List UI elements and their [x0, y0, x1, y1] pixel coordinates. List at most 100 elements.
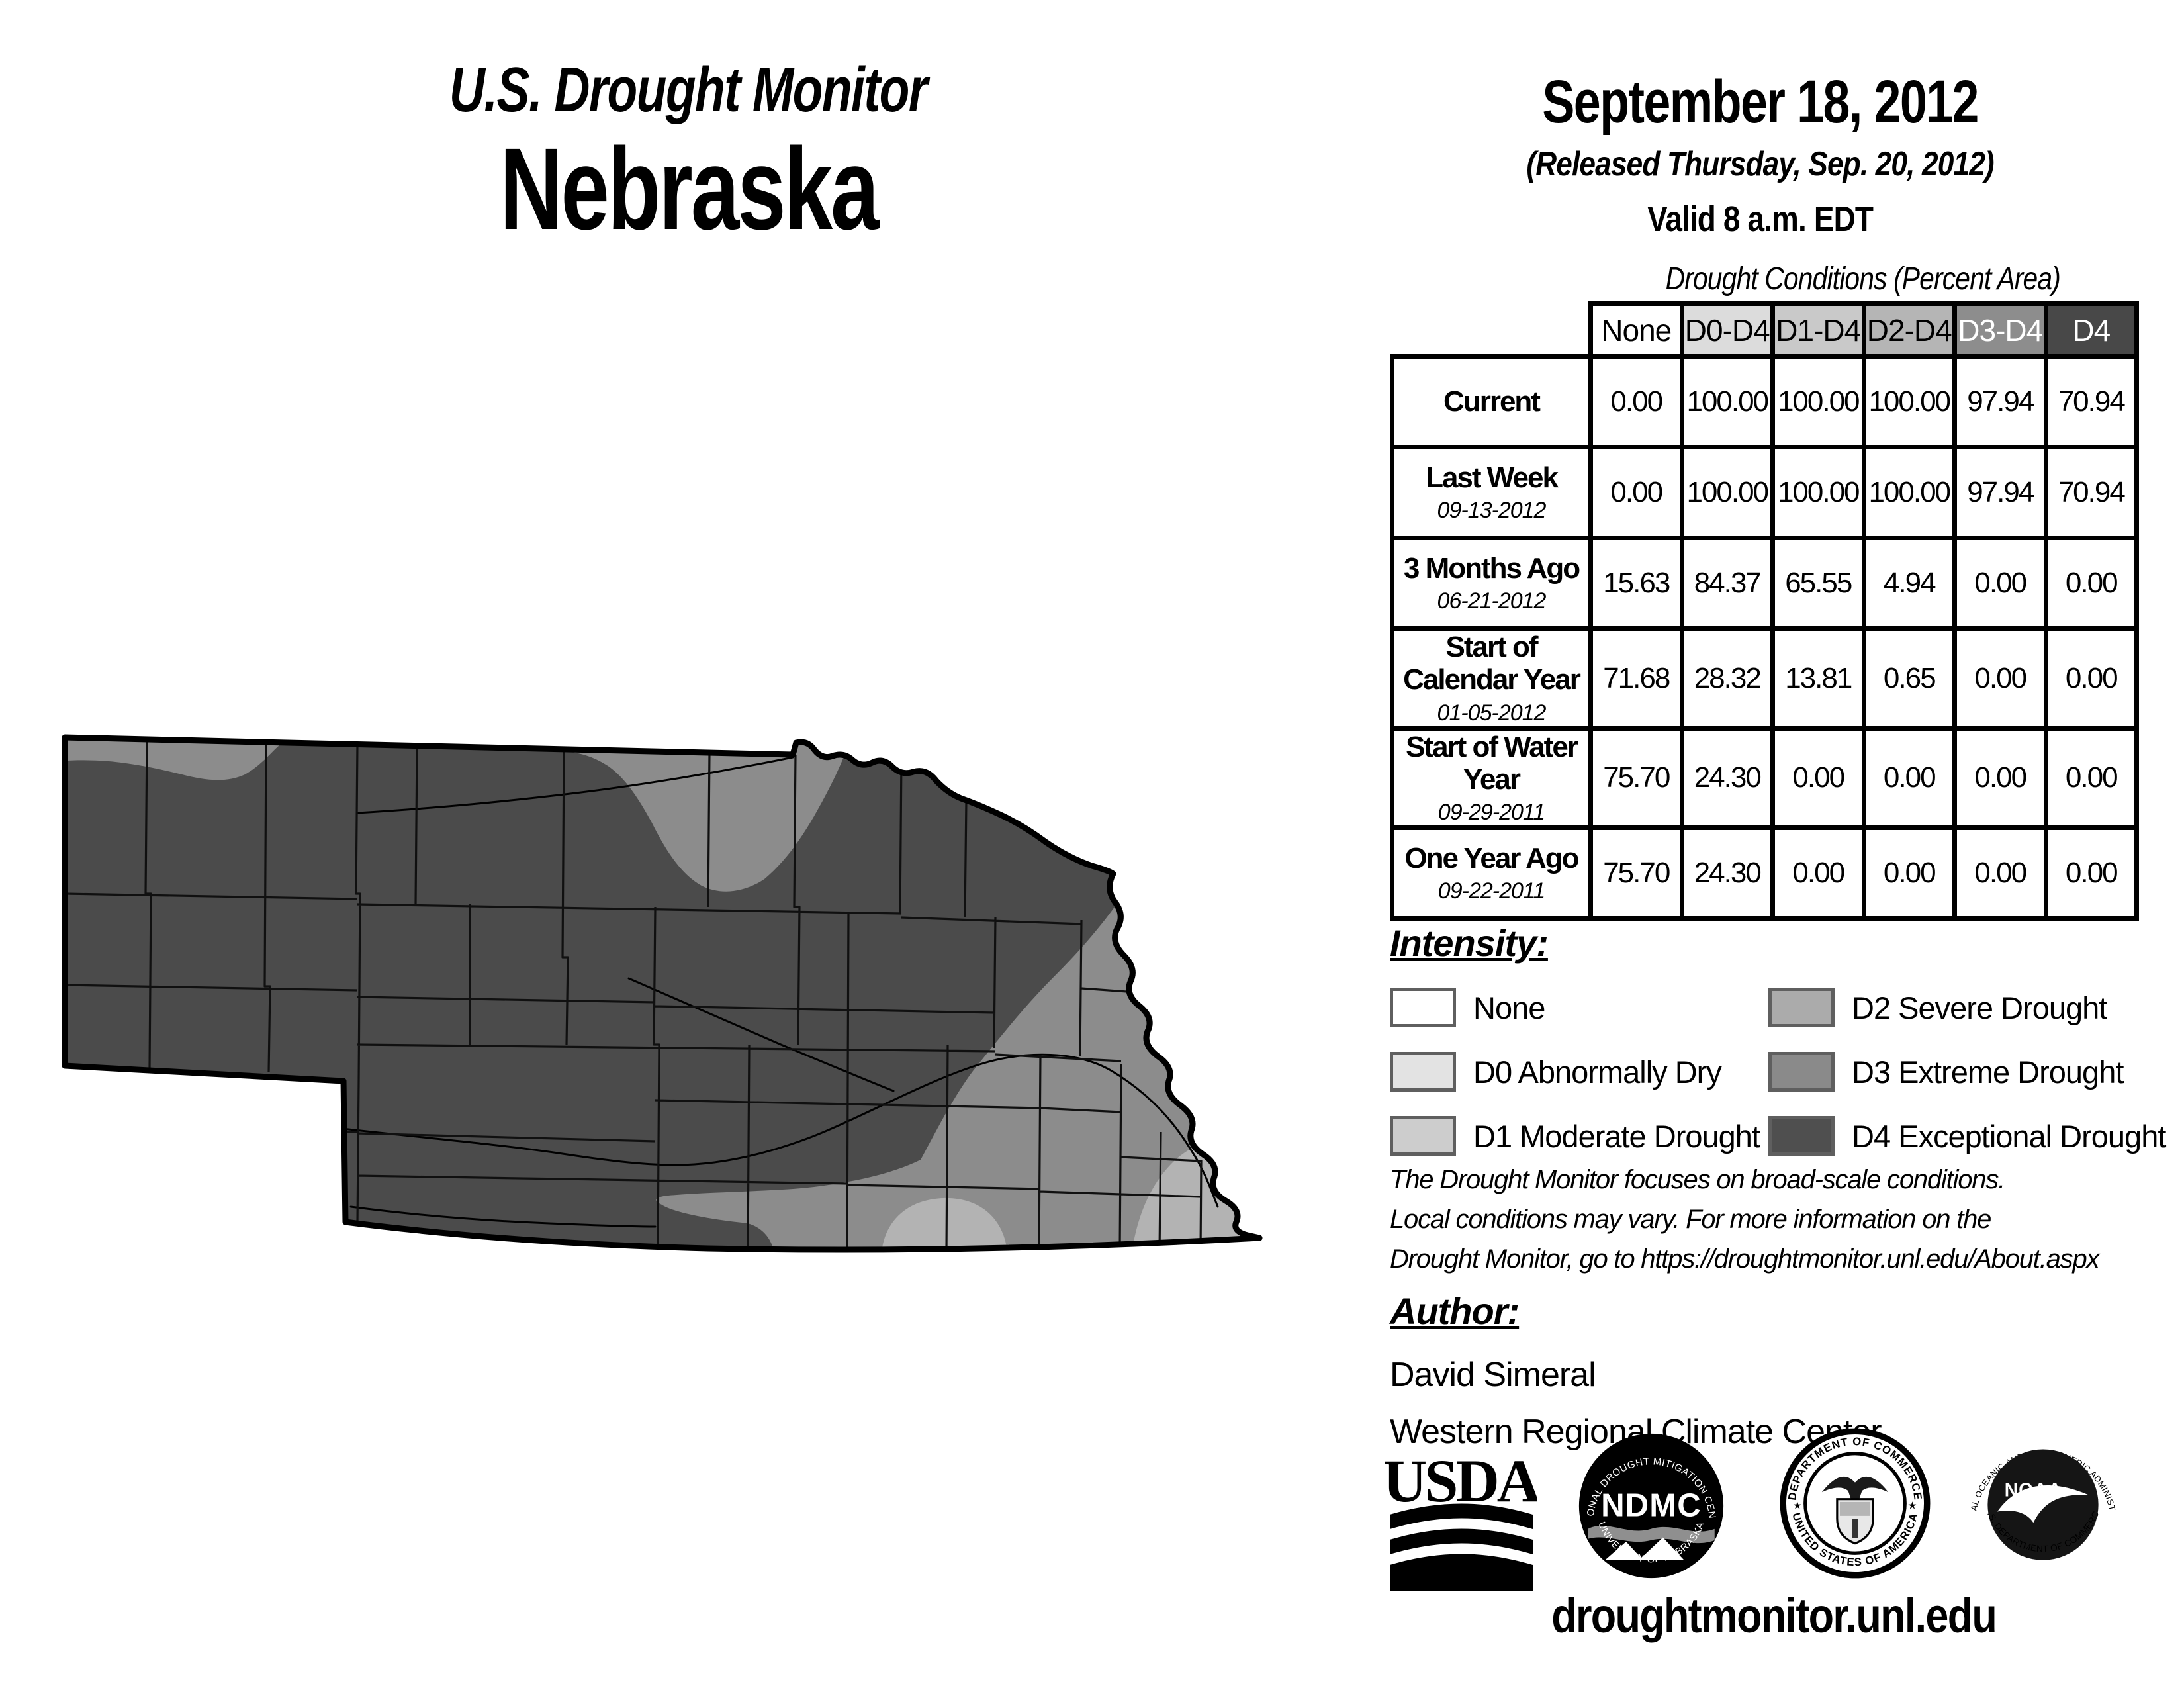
table-value-cell: 0.00: [1588, 445, 1684, 540]
released-date: (Released Thursday, Sep. 20, 2012): [1526, 145, 1995, 183]
table-row: Current 0.00 100.00 100.00 100.00 97.94 70.94: [1390, 354, 2139, 449]
intensity-legend: Intensity: None D0 Abnormally Dry D1 Moder…: [1390, 921, 2184, 1182]
table-value-cell: 71.68: [1588, 626, 1684, 731]
table-value-cell: 75.70: [1588, 825, 1684, 921]
legend-item-d4: D4 Exceptional Drought: [1768, 1111, 2166, 1160]
row-label: One Year Ago: [1404, 841, 1579, 874]
map-region-d2-south-blob: [882, 1197, 1007, 1250]
usda-logo-icon: USDA: [1383, 1447, 1543, 1591]
table-value-cell: 0.00: [2043, 825, 2139, 921]
table-value-cell: 97.94: [1952, 445, 2048, 540]
table-value-cell: 15.63: [1588, 536, 1684, 631]
doc-star-right: ★: [1907, 1500, 1917, 1511]
table-value-cell: 84.37: [1679, 536, 1775, 631]
legend-label: D2 Severe Drought: [1852, 990, 2107, 1025]
usda-swoosh-1: [1390, 1518, 1533, 1540]
author-name: David Simeral: [1390, 1356, 1596, 1394]
table-value-cell: 100.00: [1861, 354, 1957, 449]
page-title: U.S. Drought Monitor: [449, 54, 928, 125]
table-value-cell: 0.00: [2043, 536, 2139, 631]
table-row: Last Week 09-13-2012 0.00 100.00 100.00 100.0…: [1390, 445, 2139, 540]
table-value-cell: 0.00: [1952, 825, 2048, 921]
row-label-cell: Current: [1390, 354, 1593, 449]
row-label-cell: 3 Months Ago 06-21-2012: [1390, 536, 1593, 631]
table-value-cell: 75.70: [1588, 726, 1684, 831]
row-date: 06-21-2012: [1437, 588, 1547, 614]
table-row: One Year Ago 09-22-2011 75.70 24.30 0.00 0.00…: [1390, 825, 2139, 921]
ndmc-logo-icon: NATIONAL DROUGHT MITIGATION CENTER NDMC …: [1571, 1421, 1724, 1579]
title-block: U.S. Drought Monitor Nebraska: [291, 58, 1085, 248]
ndmc-wave: [1588, 1525, 1715, 1544]
table-value-cell: 0.00: [1952, 726, 2048, 831]
loup-river: [627, 977, 895, 1092]
legend-swatch-d4: [1768, 1116, 1835, 1156]
doc-eagle: [1821, 1476, 1889, 1499]
row-date: 09-22-2011: [1437, 878, 1545, 904]
col-header-d1d4: D1-D4: [1770, 301, 1866, 359]
doc-shield-upper: [1840, 1501, 1870, 1516]
legend-label: None: [1473, 990, 1545, 1025]
table-value-cell: 100.00: [1770, 445, 1866, 540]
usda-logo: USDA: [1383, 1443, 1543, 1599]
state-title: Nebraska: [499, 124, 879, 254]
col-header-d3d4: D3-D4: [1952, 301, 2048, 359]
table-value-cell: 100.00: [1861, 445, 1957, 540]
doc-lighthouse: [1852, 1519, 1858, 1538]
row-label: Start of Calendar Year: [1403, 631, 1581, 696]
table-value-cell: 100.00: [1679, 354, 1775, 449]
table-row: Start of Water Year 09-29-2011 75.70 24.30 0…: [1390, 726, 2139, 831]
table-value-cell: 4.94: [1861, 536, 1957, 631]
table-row: Start of Calendar Year 01-05-2012 71.68 28.…: [1390, 626, 2139, 731]
col-header-d0d4: D0-D4: [1679, 301, 1775, 359]
table-value-cell: 65.55: [1770, 536, 1866, 631]
legend-item-d2: D2 Severe Drought: [1768, 983, 2165, 1032]
ndmc-logo: NATIONAL DROUGHT MITIGATION CENTER NDMC …: [1571, 1421, 1727, 1585]
disclaimer-line-2: Local conditions may vary. For more info…: [1390, 1205, 1991, 1234]
disclaimer-line-1: The Drought Monitor focuses on broad-sca…: [1390, 1165, 2005, 1194]
row-label-cell: Start of Calendar Year 01-05-2012: [1390, 626, 1593, 731]
col-header-d2d4: D2-D4: [1861, 301, 1957, 359]
row-label: Last Week: [1426, 461, 1559, 494]
legend-swatch-d1: [1390, 1116, 1456, 1156]
legend-label: D0 Abnormally Dry: [1473, 1054, 1722, 1090]
commerce-seal-icon: DEPARTMENT OF COMMERCE UNITED STATES OF …: [1780, 1428, 1931, 1579]
legend-swatch-d2: [1768, 988, 1835, 1027]
row-label-cell: Start of Water Year 09-29-2011: [1390, 726, 1593, 831]
legend-swatch-none: [1390, 988, 1456, 1027]
table-corner-cell: [1392, 303, 1591, 357]
table-value-cell: 0.65: [1861, 626, 1957, 731]
drought-conditions-table: None D0-D4 D1-D4 D2-D4 D3-D4 D4 Current 0…: [1390, 301, 2139, 921]
row-label-cell: Last Week 09-13-2012: [1390, 445, 1593, 540]
footer-url: droughtmonitor.unl.edu: [1551, 1588, 1997, 1643]
legend-swatch-d3: [1768, 1052, 1835, 1092]
legend-swatch-d0: [1390, 1052, 1456, 1092]
col-header-d4: D4: [2043, 301, 2139, 359]
disclaimer-text: The Drought Monitor focuses on broad-sca…: [1390, 1160, 2184, 1279]
map-date: September 18, 2012: [1542, 68, 1979, 136]
legend-label: D4 Exceptional Drought: [1852, 1118, 2166, 1154]
legend-item-none: None: [1390, 983, 1760, 1032]
ndmc-peaks: [1604, 1537, 1684, 1560]
row-label: Current: [1443, 385, 1541, 418]
noaa-bird: [1997, 1485, 2089, 1523]
table-value-cell: 0.00: [1952, 536, 2048, 631]
row-label: Start of Water Year: [1406, 730, 1578, 796]
table-value-cell: 100.00: [1679, 445, 1775, 540]
legend-item-d3: D3 Extreme Drought: [1768, 1047, 2165, 1096]
table-value-cell: 24.30: [1679, 825, 1775, 921]
table-header-row: None D0-D4 D1-D4 D2-D4 D3-D4 D4: [1392, 301, 2139, 359]
disclaimer-line-3: Drought Monitor, go to https://droughtmo…: [1390, 1244, 2100, 1274]
usda-swoosh-2: [1390, 1543, 1533, 1565]
legend-column-right: D2 Severe Drought D3 Extreme Drought D4 Ex…: [1768, 983, 2166, 1176]
date-block: September 18, 2012 (Released Thursday, S…: [1423, 71, 2098, 240]
table-value-cell: 0.00: [1770, 825, 1866, 921]
nebraska-drought-map: [62, 734, 1263, 1253]
table-value-cell: 13.81: [1770, 626, 1866, 731]
table-value-cell: 0.00: [2043, 626, 2139, 731]
legend-column-left: None D0 Abnormally Dry D1 Moderate Drought: [1390, 983, 1760, 1176]
legend-heading: Intensity:: [1390, 922, 1549, 964]
legend-label: D1 Moderate Drought: [1473, 1118, 1760, 1154]
table-value-cell: 0.00: [2043, 726, 2139, 831]
table-value-cell: 0.00: [1861, 825, 1957, 921]
